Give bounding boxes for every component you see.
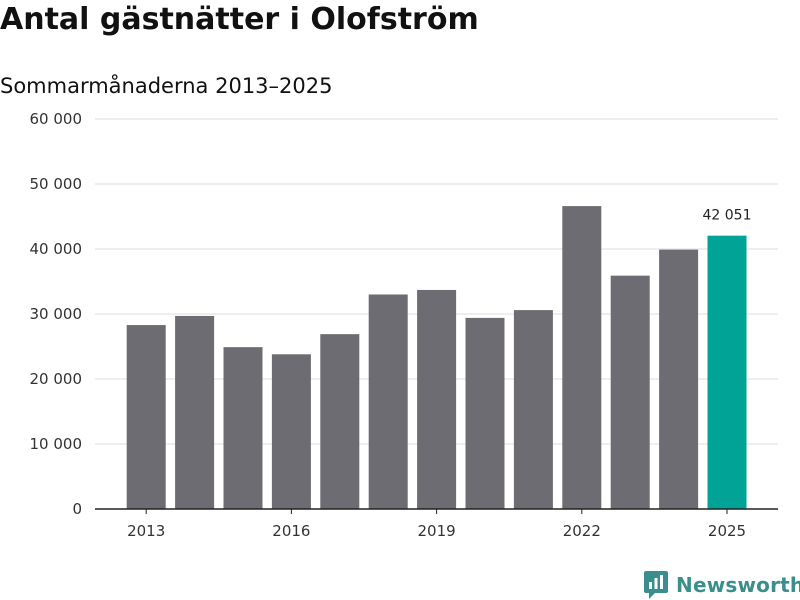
x-tick-label: 2019	[418, 522, 456, 540]
bar-2018	[368, 294, 408, 509]
x-tick-label: 2025	[708, 522, 746, 540]
bar-2015	[223, 347, 263, 509]
annotations: 42 051	[703, 208, 752, 224]
y-tick-label: 0	[72, 500, 82, 518]
bar-2025	[707, 235, 747, 509]
y-tick-label: 30 000	[30, 305, 83, 323]
bar-2023	[610, 275, 650, 509]
y-tick-label: 10 000	[30, 435, 83, 453]
y-axis-ticks: 0 10 000 20 000 30 000 40 000 50 000 60 000	[30, 110, 83, 518]
bar-2017	[320, 334, 360, 509]
newsworthy-logo: Newsworthy	[644, 570, 800, 600]
bar-2021	[513, 310, 553, 509]
x-tick-label: 2016	[272, 522, 310, 540]
y-tick-label: 50 000	[30, 175, 83, 193]
data-label-2025: 42 051	[703, 208, 752, 224]
bar-2019	[417, 289, 457, 509]
x-axis-ticks: 2013 2016 2019 2022 2025	[127, 509, 746, 540]
bar-2016	[271, 354, 311, 509]
bar-2022	[562, 206, 602, 509]
newsworthy-logo-icon	[644, 571, 668, 599]
x-tick-label: 2013	[127, 522, 165, 540]
bar-2024	[659, 249, 699, 509]
x-tick-label: 2022	[563, 522, 601, 540]
chart-subtitle: Sommarmånaderna 2013–2025	[0, 74, 333, 98]
chart-title: Antal gästnätter i Olofström	[0, 2, 479, 37]
y-tick-label: 60 000	[30, 110, 83, 128]
y-tick-label: 20 000	[30, 370, 83, 388]
bar-2020	[465, 317, 505, 509]
y-tick-label: 40 000	[30, 240, 83, 258]
bars	[126, 206, 747, 509]
bar-2013	[126, 325, 166, 509]
brand-name: Newsworthy	[676, 573, 800, 597]
bar-2014	[175, 315, 215, 509]
